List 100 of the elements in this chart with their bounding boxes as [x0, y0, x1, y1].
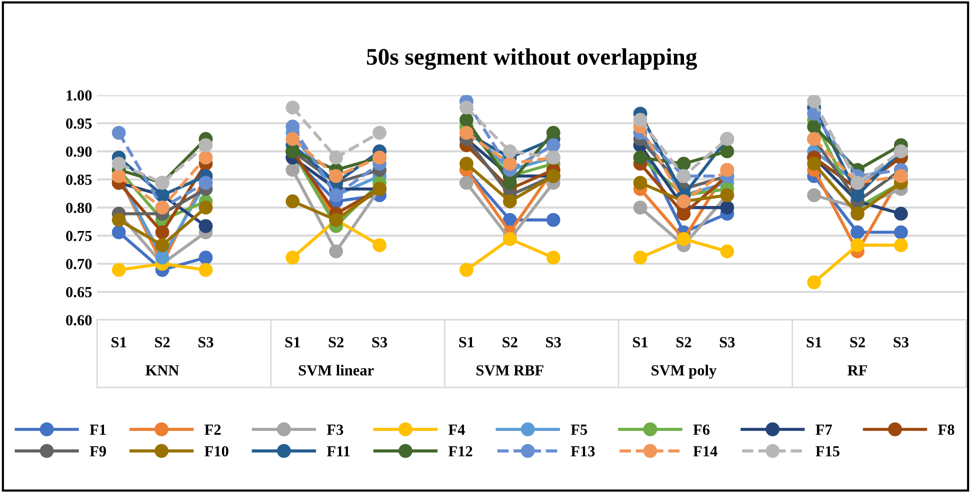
- point: [807, 275, 822, 290]
- point: [460, 176, 474, 190]
- legend-label: F15: [816, 446, 840, 456]
- point: [894, 225, 908, 240]
- y-tick-label: 0.95: [66, 118, 92, 129]
- point: [502, 194, 517, 208]
- point: [112, 212, 126, 227]
- point: [460, 262, 474, 277]
- text: SVM poly: [652, 364, 716, 379]
- point: [676, 156, 691, 171]
- text: SVM linear: [298, 364, 374, 376]
- point: [329, 150, 344, 164]
- point: [198, 200, 213, 214]
- point: [286, 194, 300, 208]
- point: [807, 120, 822, 134]
- point: [807, 156, 822, 171]
- point: [807, 188, 822, 202]
- y-tick-label: 0.85: [66, 174, 92, 185]
- legend-label: F13: [570, 446, 595, 456]
- point: [460, 112, 474, 127]
- legend-label: F6: [693, 424, 710, 435]
- x-tick-label: S2: [502, 337, 518, 348]
- legend-label: F12: [448, 446, 472, 456]
- point: [502, 144, 517, 158]
- point: [546, 212, 560, 227]
- legend-label: F10: [204, 446, 228, 456]
- point: [720, 200, 734, 214]
- point: [198, 250, 213, 265]
- point: [112, 225, 126, 240]
- x-tick-label: S1: [633, 337, 648, 348]
- point: [286, 162, 300, 177]
- x-tick-label: S3: [720, 337, 735, 348]
- point: [546, 126, 560, 140]
- text: RF: [848, 365, 867, 376]
- point: [633, 200, 648, 214]
- y-tick-label: 0.65: [66, 286, 92, 298]
- x-tick-label: S2: [328, 337, 344, 348]
- point: [546, 138, 560, 152]
- legend-label: F9: [90, 446, 106, 456]
- point: [286, 132, 300, 146]
- point: [372, 126, 386, 140]
- y-tick-label: 0.90: [66, 146, 92, 157]
- point: [460, 100, 474, 114]
- point: [546, 250, 560, 265]
- x-tick-label: S2: [155, 337, 170, 348]
- x-tick-label: S1: [806, 337, 822, 348]
- point: [807, 95, 822, 108]
- y-tick-label: 0.80: [66, 202, 92, 214]
- legend-label: F4: [448, 424, 465, 435]
- legend-label: F5: [570, 424, 588, 435]
- point: [502, 156, 517, 171]
- point: [720, 144, 734, 158]
- point: [502, 176, 517, 190]
- y-tick-label: 0.75: [66, 230, 92, 242]
- x-tick-label: S1: [459, 337, 474, 348]
- point: [329, 169, 344, 184]
- x-tick-label: S1: [112, 337, 126, 348]
- point: [286, 100, 300, 114]
- legend-label: F8: [938, 424, 954, 435]
- x-tick-label: S3: [372, 337, 388, 348]
- text: KNN: [146, 365, 180, 376]
- legend-label: F2: [204, 424, 221, 435]
- legend-label: F14: [693, 446, 718, 456]
- point: [894, 238, 908, 252]
- chart-title: 50s segment without overlapping: [366, 48, 698, 70]
- point: [850, 238, 864, 252]
- point: [155, 250, 170, 265]
- y-tick-label: 0.70: [66, 258, 92, 270]
- point: [112, 156, 126, 171]
- point: [286, 250, 300, 265]
- point: [198, 138, 213, 152]
- legend-label: F11: [326, 446, 350, 456]
- point: [633, 112, 648, 127]
- x-tick-label: S1: [285, 337, 300, 348]
- point: [720, 244, 734, 258]
- legend-label: F3: [326, 424, 344, 435]
- legend-label: F1: [90, 424, 106, 435]
- point: [676, 206, 691, 221]
- point: [155, 238, 170, 252]
- point: [633, 176, 648, 190]
- point: [155, 225, 170, 240]
- point: [850, 188, 864, 202]
- point: [460, 156, 474, 171]
- legend-label: F7: [816, 424, 832, 435]
- y-tick-label: 0.60: [66, 315, 92, 326]
- x-tick-label: S3: [894, 337, 909, 348]
- point: [372, 238, 386, 252]
- point: [198, 262, 213, 277]
- point: [633, 250, 648, 265]
- x-tick-label: S2: [676, 337, 692, 348]
- point: [329, 244, 344, 258]
- point: [112, 262, 126, 277]
- point: [894, 206, 908, 221]
- point: [286, 120, 300, 134]
- point: [198, 150, 213, 164]
- x-tick-label: S3: [546, 337, 561, 348]
- y-tick-label: 1.00: [66, 90, 92, 101]
- point: [198, 219, 213, 234]
- text: SVM RBF: [476, 365, 544, 376]
- point: [850, 225, 864, 240]
